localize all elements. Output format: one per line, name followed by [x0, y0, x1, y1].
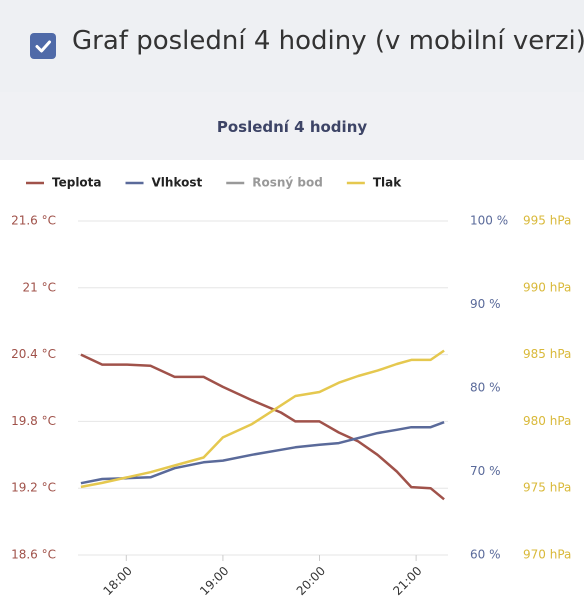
- series-line: [80, 349, 445, 489]
- checkbox[interactable]: [30, 33, 56, 59]
- y3-tick-label: 975 hPa: [523, 481, 571, 495]
- y2-tick-label: 60 %: [470, 548, 501, 562]
- legend-label: Rosný bod: [252, 176, 323, 190]
- y3-tick-label: 985 hPa: [523, 347, 571, 361]
- y2-tick-label: 90 %: [470, 297, 501, 311]
- y3-tick-label: 990 hPa: [523, 280, 571, 294]
- legend-label: Tlak: [373, 176, 402, 190]
- check-icon: [35, 40, 51, 53]
- x-tick-label: 19:00: [197, 564, 231, 598]
- y2-tick-label: 100 %: [470, 214, 508, 228]
- y-tick-label: 19.8 °C: [11, 414, 56, 428]
- header: Graf poslední 4 hodiny (v mobilní verzi): [0, 0, 584, 92]
- y3-tick-label: 970 hPa: [523, 548, 571, 562]
- y2-tick-label: 70 %: [470, 464, 501, 478]
- y-tick-label: 21.6 °C: [11, 214, 56, 228]
- chart-title: Poslední 4 hodiny: [216, 118, 368, 136]
- y-tick-label: 18.6 °C: [11, 548, 56, 562]
- y3-tick-label: 995 hPa: [523, 214, 571, 228]
- y-tick-label: 21 °C: [23, 280, 56, 294]
- y-tick-label: 19.2 °C: [11, 481, 56, 495]
- x-tick-label: 18:00: [101, 564, 135, 598]
- legend-label: Teplota: [52, 176, 102, 190]
- chart: 18.6 °C 19.2 °C 19.8 °C 20.4 °C 21 °C 21.6 °C…: [11, 176, 571, 599]
- legend-label: Vlhkost: [152, 176, 203, 190]
- series-line: [80, 421, 445, 485]
- header-title: Graf poslední 4 hodiny (v mobilní verzi): [72, 26, 584, 56]
- y-tick-label: 20.4 °C: [11, 347, 56, 361]
- series-line: [80, 353, 445, 501]
- y3-tick-label: 980 hPa: [523, 414, 571, 428]
- x-tick-label: 20:00: [294, 564, 328, 598]
- card-header: Poslední 4 hodiny: [0, 92, 584, 160]
- y2-tick-label: 80 %: [470, 381, 501, 395]
- x-tick-label: 21:00: [390, 564, 424, 598]
